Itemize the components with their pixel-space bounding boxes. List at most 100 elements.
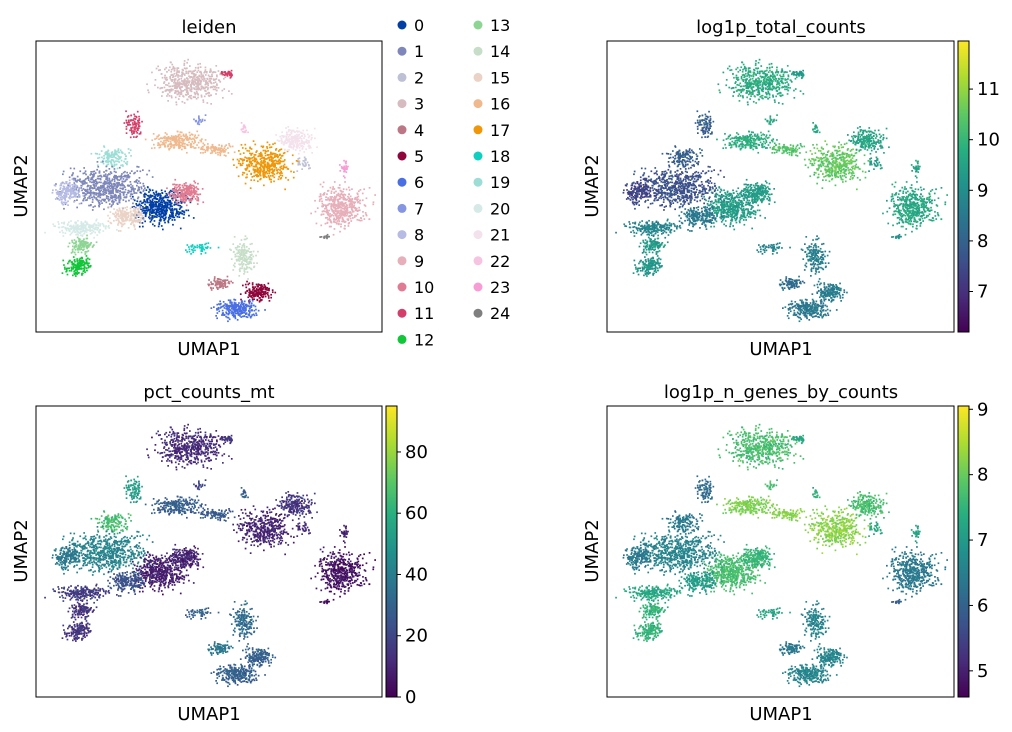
leiden-point bbox=[299, 163, 301, 166]
leiden-point bbox=[180, 93, 183, 95]
leiden-point bbox=[139, 222, 142, 224]
leiden-point bbox=[81, 182, 84, 184]
leiden-point bbox=[278, 161, 281, 164]
leiden-point bbox=[246, 290, 248, 292]
leiden-point bbox=[61, 201, 63, 203]
leiden-point bbox=[113, 219, 115, 222]
leiden-point bbox=[142, 225, 144, 228]
leiden-point bbox=[286, 141, 288, 144]
leiden-point bbox=[142, 209, 145, 212]
leiden-point bbox=[347, 222, 350, 225]
leiden-point bbox=[347, 195, 349, 198]
leiden-point bbox=[103, 171, 105, 173]
leiden-point bbox=[118, 183, 121, 186]
leiden-point bbox=[76, 270, 79, 272]
leiden-point bbox=[232, 269, 235, 271]
leiden-point bbox=[93, 227, 95, 230]
leiden-point bbox=[150, 200, 152, 203]
leiden-point bbox=[266, 163, 269, 165]
leiden-point bbox=[181, 210, 184, 212]
leiden-point bbox=[298, 146, 301, 149]
leiden-point bbox=[133, 180, 136, 183]
leiden-point bbox=[347, 165, 349, 168]
leiden-point bbox=[277, 159, 280, 162]
leiden-point bbox=[104, 193, 106, 196]
leiden-point bbox=[86, 190, 89, 193]
leiden-point bbox=[82, 188, 85, 190]
leiden-point bbox=[200, 253, 203, 255]
leiden-point bbox=[65, 182, 68, 185]
leiden-point bbox=[203, 95, 206, 98]
leiden-point bbox=[323, 210, 326, 213]
leiden-point bbox=[169, 201, 172, 203]
leiden-point bbox=[286, 150, 289, 153]
leiden-point bbox=[107, 185, 110, 188]
leiden-point bbox=[308, 135, 311, 137]
leiden-point bbox=[138, 212, 141, 215]
leiden-point bbox=[181, 192, 184, 194]
leiden-point bbox=[128, 219, 131, 222]
leiden-point bbox=[324, 222, 327, 225]
leiden-point bbox=[255, 163, 257, 166]
leiden-point bbox=[117, 184, 119, 187]
leiden-point bbox=[121, 217, 124, 219]
leiden-point bbox=[216, 75, 218, 78]
leiden-point bbox=[76, 224, 79, 227]
leiden-point bbox=[356, 196, 359, 199]
leiden-point bbox=[151, 176, 154, 178]
leiden-point bbox=[67, 245, 70, 248]
leiden-point bbox=[81, 235, 84, 237]
leiden-point bbox=[210, 69, 212, 72]
leiden-point bbox=[178, 81, 181, 84]
leiden-point bbox=[162, 212, 165, 215]
leiden-point bbox=[346, 218, 349, 221]
leiden-point bbox=[190, 82, 193, 84]
leiden-point bbox=[161, 95, 163, 97]
leiden-point bbox=[128, 123, 130, 126]
leiden-point bbox=[244, 127, 247, 129]
leiden-point bbox=[175, 188, 178, 190]
leiden-point bbox=[330, 207, 333, 210]
leiden-point bbox=[207, 283, 210, 286]
leiden-point bbox=[363, 188, 365, 191]
leiden-point bbox=[253, 170, 256, 172]
leiden-point bbox=[333, 221, 336, 223]
leiden-point bbox=[277, 162, 280, 165]
leiden-point bbox=[305, 163, 307, 165]
leiden-point bbox=[200, 247, 203, 249]
leiden-point bbox=[248, 288, 251, 291]
leiden-point bbox=[104, 175, 107, 178]
leiden-point bbox=[185, 88, 188, 91]
leiden-point bbox=[110, 159, 113, 161]
leiden-point bbox=[158, 211, 161, 213]
leiden-point bbox=[258, 153, 261, 155]
leiden-point bbox=[328, 225, 331, 228]
leiden-point bbox=[137, 196, 140, 199]
leiden-point bbox=[264, 158, 267, 160]
leiden-point bbox=[116, 153, 118, 156]
leiden-point bbox=[86, 188, 89, 191]
leiden-point bbox=[214, 81, 217, 83]
leiden-point bbox=[175, 184, 177, 186]
leiden-point bbox=[319, 183, 322, 186]
leiden-point bbox=[278, 158, 281, 161]
leiden-point bbox=[262, 157, 264, 159]
leiden-point bbox=[253, 287, 255, 290]
leiden-point bbox=[241, 164, 243, 166]
leiden-point bbox=[148, 216, 150, 219]
leiden-point bbox=[250, 154, 252, 156]
leiden-point bbox=[335, 207, 338, 210]
leiden-point bbox=[149, 193, 152, 196]
leiden-point bbox=[236, 158, 239, 161]
leiden-point bbox=[103, 184, 105, 186]
leiden-point bbox=[292, 145, 295, 148]
leiden-point bbox=[241, 258, 243, 260]
leiden-point bbox=[342, 188, 345, 190]
leiden-point bbox=[305, 141, 308, 143]
leiden-point bbox=[283, 163, 286, 166]
leiden-point bbox=[84, 221, 86, 223]
leiden-point bbox=[338, 217, 341, 220]
leiden-point bbox=[133, 199, 136, 202]
leiden-point bbox=[215, 65, 218, 67]
leiden-point bbox=[94, 182, 97, 185]
